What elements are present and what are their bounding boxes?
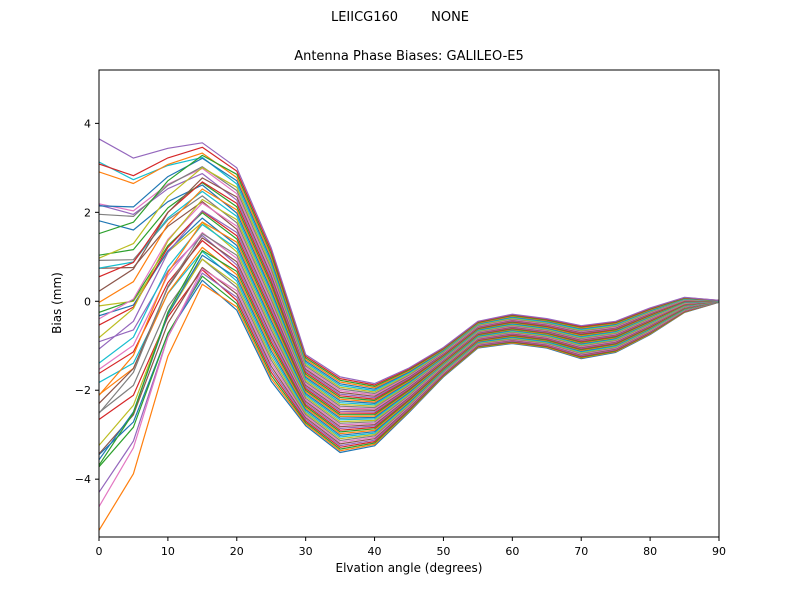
series-line [99,234,719,429]
x-tick-label: 10 [161,545,175,558]
y-tick-label: 2 [84,206,91,219]
y-axis-label: Bias (mm) [50,272,64,334]
series-line [99,283,719,531]
y-tick-label: −2 [75,384,91,397]
series-line [99,272,719,493]
x-tick-label: 80 [643,545,657,558]
series-lines [99,138,719,531]
x-tick-label: 30 [299,545,313,558]
series-line [99,152,719,389]
series-line [99,146,719,386]
series-line [99,258,719,446]
x-tick-label: 50 [436,545,450,558]
series-line [99,279,719,456]
series-line [99,177,719,397]
series-line [99,195,719,409]
series-line [99,173,719,399]
series-line [99,190,719,406]
series-line [99,254,719,461]
series-line [99,167,719,393]
y-tick-label: 0 [84,295,91,308]
series-line [99,157,719,390]
series-line [99,201,719,411]
axes-frame [98,69,720,538]
series-line [99,232,719,426]
x-tick-label: 40 [368,545,382,558]
series-line [99,138,719,385]
series-line [99,221,719,417]
series-line [99,266,719,455]
series-line [99,268,719,508]
series-line [99,237,719,428]
series-line [99,154,719,387]
series-line [99,240,719,431]
series-line [99,275,719,468]
x-tick-label: 0 [96,545,103,558]
x-tick-label: 70 [574,545,588,558]
y-tick-label: −4 [75,473,91,486]
chart-title: Antenna Phase Biases: GALILEO-E5 [294,49,524,64]
x-axis-label: Elvation angle (degrees) [335,561,483,575]
series-line [99,167,719,396]
series-line [99,246,719,435]
series-line [99,202,719,410]
series-line [99,217,719,419]
series-line [99,233,719,424]
series-line [99,184,719,404]
series-line [99,212,719,416]
series-line [99,166,719,395]
x-tick-label: 90 [712,545,726,558]
series-line [99,188,719,403]
figure-suptitle: LEIICG160 NONE [330,10,470,25]
series-line [99,249,719,466]
y-tick-label: 4 [84,117,91,130]
series-line [99,198,719,407]
series-line [99,156,719,392]
x-tick-label: 20 [230,545,244,558]
series-line [99,223,719,421]
x-tick-label: 60 [505,545,519,558]
series-line [99,210,719,413]
series-line [99,181,719,400]
